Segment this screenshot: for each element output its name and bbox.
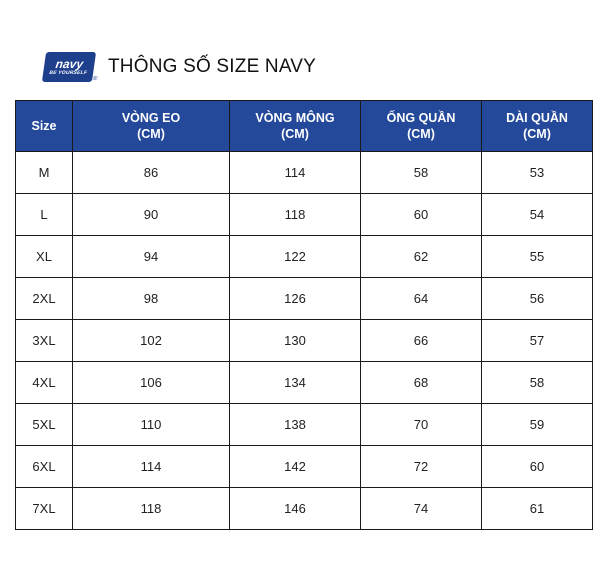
cell-waist: 102 (72, 319, 230, 362)
cell-hip: 142 (229, 445, 361, 488)
cell-waist: 98 (72, 277, 230, 320)
brand-logo: navy BE YOURSELF ® (41, 52, 98, 82)
cell-hip: 134 (229, 361, 361, 404)
logo-tagline: BE YOURSELF (48, 70, 88, 76)
cell-leg-opening: 60 (360, 193, 482, 236)
cell-length: 54 (481, 193, 593, 236)
cell-size: 4XL (15, 361, 73, 404)
cell-waist: 90 (72, 193, 230, 236)
page-title: THÔNG SỐ SIZE NAVY (108, 56, 317, 77)
logo-registered-mark: ® (92, 76, 98, 82)
cell-waist: 86 (72, 151, 230, 194)
table-row: 7XL 118 146 74 61 (15, 487, 593, 530)
cell-size: 3XL (15, 319, 73, 362)
cell-length: 58 (481, 361, 593, 404)
cell-hip: 130 (229, 319, 361, 362)
cell-length: 56 (481, 277, 593, 320)
cell-hip: 122 (229, 235, 361, 278)
cell-size: M (15, 151, 73, 194)
header-length: DÀI QUẦN (CM) (481, 100, 593, 152)
cell-length: 60 (481, 445, 593, 488)
cell-waist: 110 (72, 403, 230, 446)
header-leg-opening: ỐNG QUẦN (CM) (360, 100, 482, 152)
cell-hip: 138 (229, 403, 361, 446)
table-row: XL 94 122 62 55 (15, 235, 593, 278)
cell-waist: 106 (72, 361, 230, 404)
cell-waist: 94 (72, 235, 230, 278)
cell-hip: 118 (229, 193, 361, 236)
cell-size: L (15, 193, 73, 236)
cell-length: 59 (481, 403, 593, 446)
table-row: M 86 114 58 53 (15, 151, 593, 194)
header-size: Size (15, 100, 73, 152)
cell-leg-opening: 68 (360, 361, 482, 404)
cell-length: 55 (481, 235, 593, 278)
cell-length: 57 (481, 319, 593, 362)
size-chart-table: Size VÒNG EO (CM) VÒNG MÔNG (CM) ỐNG QUẦN(… (15, 100, 593, 530)
cell-size: 7XL (15, 487, 73, 530)
logo-wordmark: navy (54, 57, 85, 71)
table-row: 2XL 98 126 64 56 (15, 277, 593, 320)
cell-size: 2XL (15, 277, 73, 320)
cell-leg-opening: 66 (360, 319, 482, 362)
cell-hip: 146 (229, 487, 361, 530)
cell-leg-opening: 58 (360, 151, 482, 194)
cell-size: 6XL (15, 445, 73, 488)
cell-waist: 118 (72, 487, 230, 530)
cell-hip: 114 (229, 151, 361, 194)
table-row: 6XL 114 142 72 60 (15, 445, 593, 488)
cell-length: 53 (481, 151, 593, 194)
table-header-row: Size VÒNG EO (CM) VÒNG MÔNG (CM) ỐNG QUẦN(… (15, 100, 593, 152)
cell-size: 5XL (15, 403, 73, 446)
cell-hip: 126 (229, 277, 361, 320)
cell-leg-opening: 70 (360, 403, 482, 446)
cell-size: XL (15, 235, 73, 278)
table-row: 5XL 110 138 70 59 (15, 403, 593, 446)
cell-leg-opening: 64 (360, 277, 482, 320)
table-row: L 90 118 60 54 (15, 193, 593, 236)
header-waist: VÒNG EO (CM) (72, 100, 230, 152)
cell-leg-opening: 74 (360, 487, 482, 530)
table-row: 4XL 106 134 68 58 (15, 361, 593, 404)
cell-leg-opening: 72 (360, 445, 482, 488)
header-hip: VÒNG MÔNG (CM) (229, 100, 361, 152)
table-row: 3XL 102 130 66 57 (15, 319, 593, 362)
page-header: navy BE YOURSELF ® THÔNG SỐ SIZE NAVY (41, 50, 317, 84)
cell-waist: 114 (72, 445, 230, 488)
cell-length: 61 (481, 487, 593, 530)
cell-leg-opening: 62 (360, 235, 482, 278)
